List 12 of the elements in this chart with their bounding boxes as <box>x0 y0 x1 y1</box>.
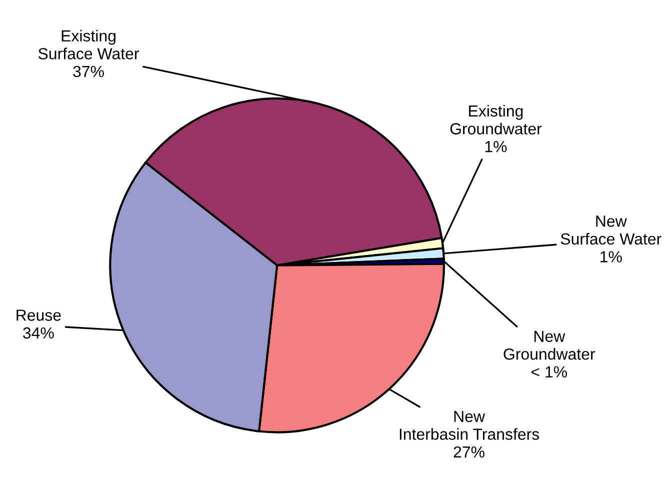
slice-label: Existing Surface Water <box>38 30 139 60</box>
data-label: 1% <box>485 141 507 152</box>
slice-label: New Surface Water <box>560 216 662 245</box>
data-label: < 1% <box>531 366 567 378</box>
slice-label: Reuse <box>16 310 61 321</box>
data-label: 27% <box>454 446 484 458</box>
slice-label: Existing Groundwater <box>450 104 542 134</box>
data-label: 34% <box>23 327 54 339</box>
data-label: 1% <box>600 251 622 262</box>
slice-label: New Interbasin Transfers <box>400 410 540 440</box>
slice-label: New Groundwater <box>504 330 596 360</box>
data-label: 37% <box>73 66 104 78</box>
